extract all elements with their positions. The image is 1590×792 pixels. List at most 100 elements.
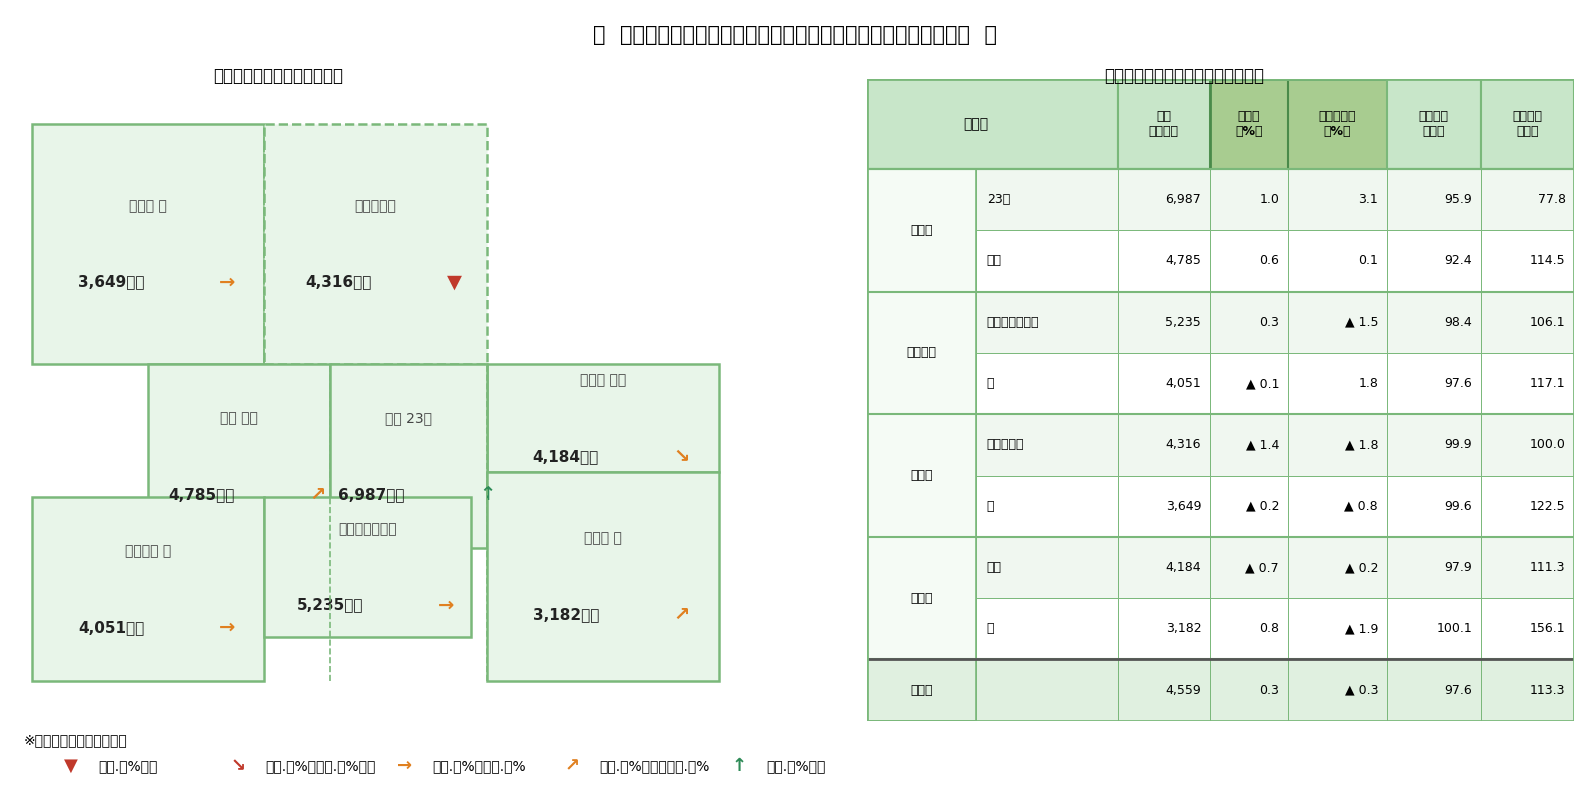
Text: 106.1: 106.1 bbox=[1530, 316, 1566, 329]
Text: 3,182万円: 3,182万円 bbox=[533, 607, 599, 622]
Bar bbox=[867, 414, 976, 537]
Bar bbox=[1118, 79, 1210, 169]
Bar bbox=[867, 291, 976, 414]
Text: 埼玉県 他: 埼玉県 他 bbox=[129, 199, 167, 213]
Text: ※矢印は前月からの変化率: ※矢印は前月からの変化率 bbox=[24, 733, 127, 748]
Text: 4,316万円: 4,316万円 bbox=[305, 275, 372, 289]
Text: 77.8: 77.8 bbox=[1538, 193, 1566, 206]
Text: 97.9: 97.9 bbox=[1444, 561, 1472, 574]
Text: 95.9: 95.9 bbox=[1444, 193, 1472, 206]
Text: さいたま市: さいたま市 bbox=[987, 438, 1024, 451]
Text: ↗: ↗ bbox=[564, 757, 580, 775]
Bar bbox=[976, 169, 1118, 230]
Text: 東京都: 東京都 bbox=[909, 224, 933, 237]
Bar bbox=[1118, 537, 1210, 598]
Text: 97.6: 97.6 bbox=[1444, 683, 1472, 697]
Bar bbox=[1480, 598, 1574, 660]
Text: 東京 都下: 東京 都下 bbox=[219, 411, 258, 425]
Bar bbox=[32, 497, 264, 681]
Text: ▼: ▼ bbox=[64, 757, 78, 775]
Text: ↘: ↘ bbox=[673, 447, 690, 466]
Bar bbox=[1118, 230, 1210, 291]
Text: 都下: 都下 bbox=[987, 254, 1002, 268]
Bar bbox=[1386, 414, 1480, 475]
Text: 千葉県 西部: 千葉県 西部 bbox=[580, 373, 626, 387]
Text: 117.1: 117.1 bbox=[1530, 377, 1566, 390]
Text: 前月比
（%）: 前月比 （%） bbox=[1235, 110, 1262, 138]
Bar bbox=[976, 537, 1118, 598]
Text: 5,235: 5,235 bbox=[1165, 316, 1200, 329]
Bar bbox=[1118, 353, 1210, 414]
Text: 4,559: 4,559 bbox=[1165, 683, 1200, 697]
Bar bbox=[976, 230, 1118, 291]
Bar bbox=[1386, 169, 1480, 230]
Bar bbox=[1210, 414, 1288, 475]
Bar bbox=[1288, 291, 1386, 353]
Text: 他: 他 bbox=[987, 377, 994, 390]
Text: ↑: ↑ bbox=[731, 757, 747, 775]
Text: 平均価格と前月からの変化率: 平均価格と前月からの変化率 bbox=[213, 67, 343, 86]
Text: 神奈川県 他: 神奈川県 他 bbox=[126, 544, 172, 558]
Bar bbox=[1288, 353, 1386, 414]
Bar bbox=[1288, 230, 1386, 291]
Bar bbox=[1480, 660, 1574, 721]
Text: 神奈川県: 神奈川県 bbox=[906, 346, 937, 360]
Bar bbox=[1386, 353, 1480, 414]
Text: 97.6: 97.6 bbox=[1444, 377, 1472, 390]
Bar bbox=[1210, 537, 1288, 598]
Bar bbox=[1118, 475, 1210, 537]
Bar bbox=[976, 414, 1118, 475]
Text: ＋１.０%以上: ＋１.０%以上 bbox=[766, 759, 825, 773]
Text: 他: 他 bbox=[987, 500, 994, 512]
Text: 横浜市・川崎市: 横浜市・川崎市 bbox=[987, 316, 1040, 329]
Text: ↗: ↗ bbox=[310, 485, 326, 504]
Bar bbox=[487, 472, 719, 681]
Bar bbox=[976, 353, 1118, 414]
Text: 92.4: 92.4 bbox=[1445, 254, 1472, 268]
Bar bbox=[264, 124, 487, 364]
Text: ▲ 0.2: ▲ 0.2 bbox=[1345, 561, 1379, 574]
Bar bbox=[1480, 537, 1574, 598]
Text: 価格
（万円）: 価格 （万円） bbox=[1148, 110, 1178, 138]
Text: 東京 23区: 東京 23区 bbox=[385, 411, 432, 425]
Text: 0.1: 0.1 bbox=[1358, 254, 1379, 268]
Bar bbox=[487, 364, 719, 472]
Bar bbox=[1480, 291, 1574, 353]
Text: 156.1: 156.1 bbox=[1530, 623, 1566, 635]
Bar bbox=[1210, 353, 1288, 414]
Text: ▲ 0.1: ▲ 0.1 bbox=[1245, 377, 1278, 390]
Bar bbox=[1386, 79, 1480, 169]
Bar bbox=[1288, 537, 1386, 598]
Text: 114.5: 114.5 bbox=[1530, 254, 1566, 268]
Text: 4,184万円: 4,184万円 bbox=[533, 449, 599, 463]
Text: ↘: ↘ bbox=[231, 757, 246, 775]
Text: エリア: エリア bbox=[964, 117, 989, 131]
Bar bbox=[1386, 660, 1480, 721]
Text: 3.1: 3.1 bbox=[1358, 193, 1379, 206]
Text: －０.５%〜＋０.５%: －０.５%〜＋０.５% bbox=[432, 759, 526, 773]
Text: 0.6: 0.6 bbox=[1259, 254, 1278, 268]
Bar bbox=[1118, 598, 1210, 660]
Text: ▲ 1.4: ▲ 1.4 bbox=[1245, 438, 1278, 451]
Text: →: → bbox=[218, 618, 235, 637]
Text: 99.6: 99.6 bbox=[1445, 500, 1472, 512]
Text: 99.9: 99.9 bbox=[1445, 438, 1472, 451]
Bar bbox=[1118, 660, 1210, 721]
Text: 西部: 西部 bbox=[987, 561, 1002, 574]
Bar bbox=[1210, 230, 1288, 291]
Text: 0.8: 0.8 bbox=[1259, 623, 1278, 635]
Text: 千葉県 他: 千葉県 他 bbox=[584, 531, 622, 546]
Text: ＜  新築戸建　首都圏８エリアにおける価格・建物面積・土地面積  ＞: ＜ 新築戸建 首都圏８エリアにおける価格・建物面積・土地面積 ＞ bbox=[593, 25, 997, 45]
Text: →: → bbox=[218, 272, 235, 291]
Bar bbox=[1480, 414, 1574, 475]
Bar bbox=[1386, 230, 1480, 291]
Bar bbox=[1386, 475, 1480, 537]
Text: 首都圏: 首都圏 bbox=[909, 683, 933, 697]
Bar bbox=[867, 79, 1118, 169]
Bar bbox=[976, 598, 1118, 660]
Text: ↑: ↑ bbox=[479, 485, 496, 504]
Text: 6,987: 6,987 bbox=[1165, 193, 1200, 206]
Bar bbox=[1210, 598, 1288, 660]
Bar bbox=[1118, 414, 1210, 475]
Text: 0.3: 0.3 bbox=[1259, 683, 1278, 697]
